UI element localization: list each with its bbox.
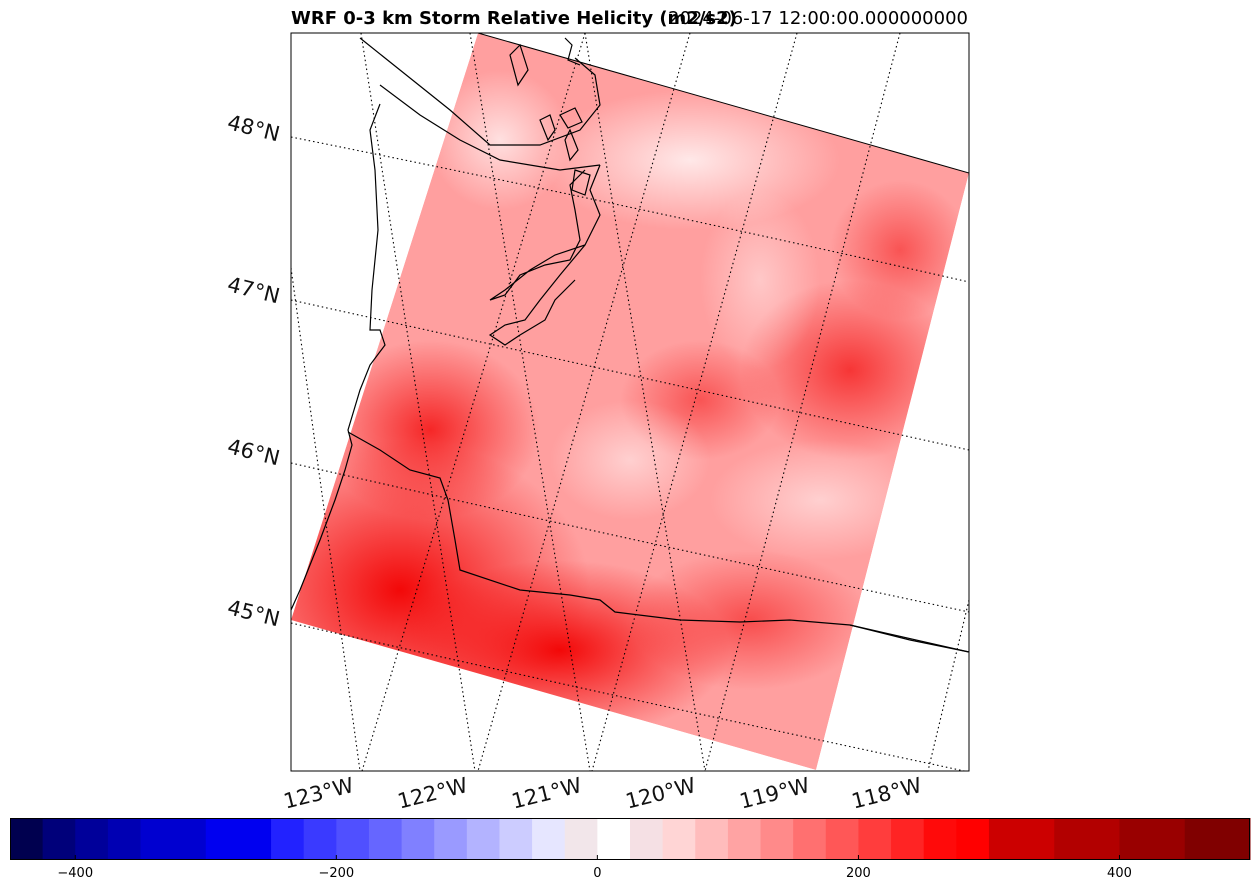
colorbar: [10, 818, 1251, 860]
puget-south: [488, 244, 586, 346]
meridian-122w: [360, 33, 476, 771]
colorbar-bin: [988, 818, 1055, 860]
colorbar-bin: [10, 818, 44, 860]
field-low-c: [550, 400, 710, 520]
parallel-48n: [291, 136, 969, 283]
parallel-47n: [291, 299, 969, 451]
colorbar-bin: [499, 818, 533, 860]
meridian-121w: [469, 33, 591, 771]
colorbar-frame: [10, 818, 1250, 860]
map-title: WRF 0-3 km Storm Relative Helicity (m2/s…: [291, 8, 737, 29]
puget-sound: [489, 164, 601, 301]
colorbar-bin: [564, 818, 598, 860]
island-3: [564, 128, 579, 162]
colorbar-bin: [336, 818, 370, 860]
parallel-46n: [291, 462, 969, 613]
strait-juan-de-fuca: [379, 84, 601, 171]
map-frame: [290, 32, 970, 772]
colorbar-bin: [42, 818, 76, 860]
colorbar-bin: [303, 818, 337, 860]
island-1: [539, 114, 556, 142]
colorbar-bin: [1119, 818, 1186, 860]
colorbar-tick-label: 200: [845, 866, 871, 881]
map-valid-time: 2024-06-17 12:00:00.000000000: [668, 8, 968, 29]
graticule: [291, 33, 969, 771]
colorbar-bin: [75, 818, 109, 860]
colorbar-bin: [630, 818, 664, 860]
colorbar-bin: [891, 818, 925, 860]
colorbar-bin: [368, 818, 403, 860]
colorbar-bin: [434, 818, 468, 860]
field-low-nw: [430, 70, 570, 210]
colorbar-bin: [401, 818, 435, 860]
colorbar-bin: [695, 818, 729, 860]
island-2: [559, 107, 583, 129]
parallel-45n: [291, 622, 967, 771]
srh-field: [291, 33, 969, 770]
state-line: [849, 624, 969, 653]
colorbar-tick-label: −200: [318, 866, 355, 881]
colorbar-bin: [858, 818, 892, 860]
meridian-b: [704, 33, 901, 771]
field-low-e: [710, 440, 930, 560]
field-low-ce: [700, 190, 820, 370]
colorbar-bin: [1184, 818, 1251, 860]
domain-north-edge: [477, 33, 969, 174]
coast-bc: [564, 37, 581, 66]
strait-upper: [359, 37, 601, 146]
field-max-se: [630, 550, 870, 690]
colorbar-bin: [466, 818, 500, 860]
columbia-river: [347, 431, 969, 653]
colorbar-tick-label: 0: [593, 866, 602, 881]
colorbar-bin: [107, 818, 142, 860]
meridian-d: [477, 33, 691, 771]
colorbar-tick-label: −400: [57, 866, 94, 881]
colorbar-bin: [140, 818, 207, 860]
colorbar-bin: [825, 818, 859, 860]
field-max-w: [320, 340, 540, 520]
colorbar-bin: [760, 818, 794, 860]
colorbar-bin: [727, 818, 762, 860]
colorbar-bin: [597, 818, 631, 860]
coastlines: [291, 33, 969, 653]
colorbar-bin: [271, 818, 305, 860]
colorbar-bin: [793, 818, 827, 860]
meridian-120w: [584, 33, 706, 771]
pacific-coast: [291, 103, 386, 611]
colorbar-bin: [662, 818, 696, 860]
island-4: [509, 43, 529, 87]
colorbar-bin: [923, 818, 957, 860]
meridian-c: [591, 33, 798, 771]
colorbar-bin: [1054, 818, 1120, 860]
colorbar-bin: [205, 818, 272, 860]
island-5: [571, 169, 591, 196]
graticule-east: [361, 33, 969, 771]
field-max-ne: [830, 180, 969, 320]
colorbar-bin: [956, 818, 990, 860]
colorbar-bin: [532, 818, 566, 860]
meridian-123w: [291, 267, 361, 771]
colorbar-tick-label: 400: [1107, 866, 1132, 881]
meridian-f: [927, 599, 969, 771]
srh-map: [290, 32, 970, 772]
